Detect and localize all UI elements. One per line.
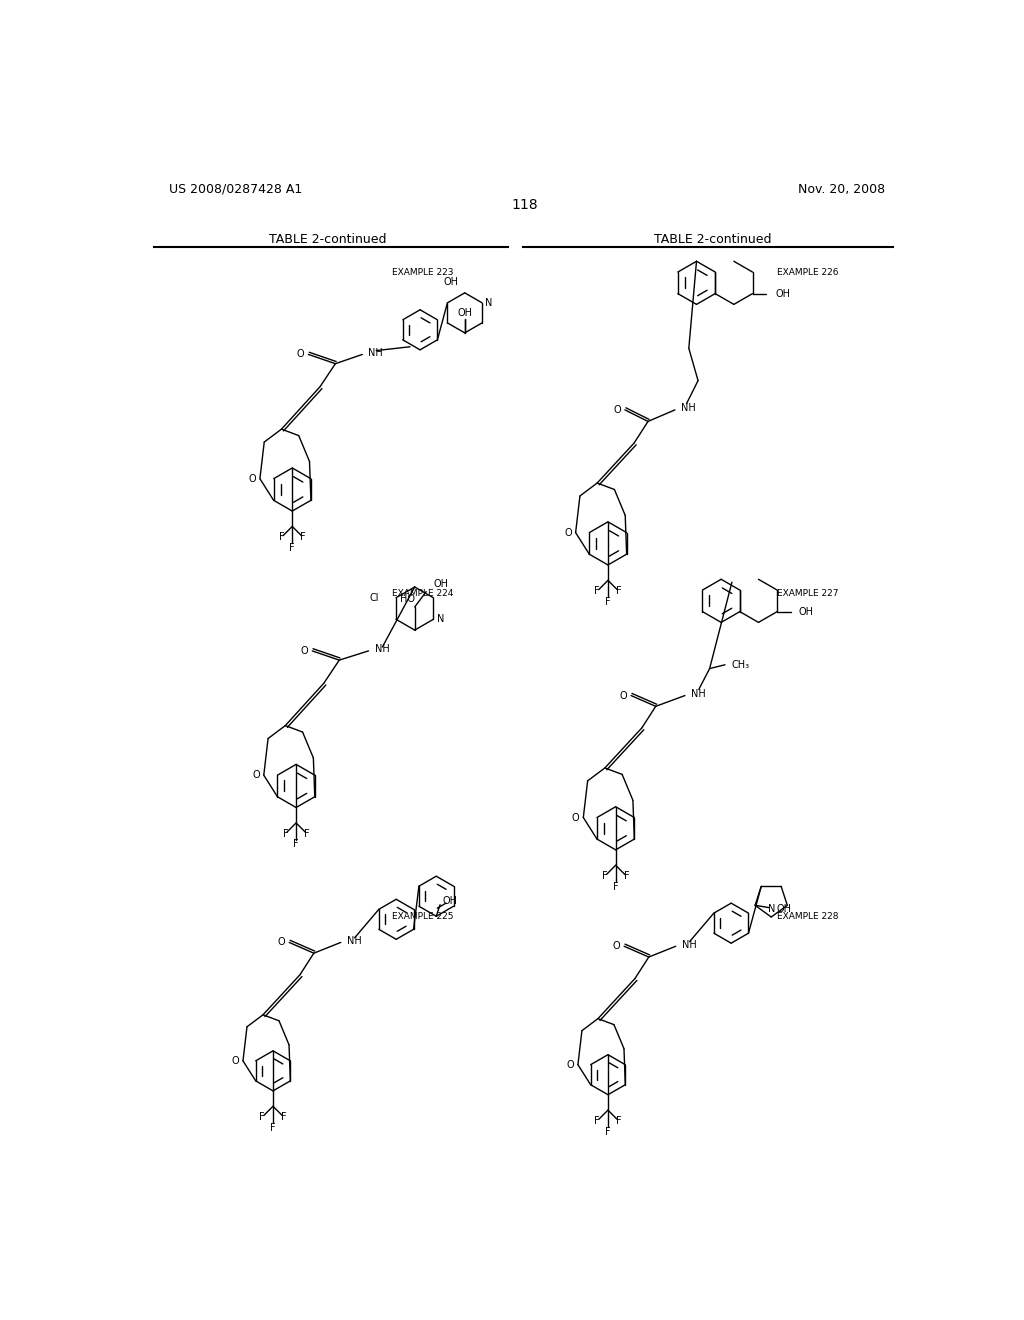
Text: OH: OH [799, 607, 814, 616]
Text: NH: NH [682, 940, 696, 949]
Text: O: O [301, 645, 308, 656]
Text: CH₃: CH₃ [731, 660, 750, 669]
Text: N: N [768, 904, 775, 915]
Text: F: F [615, 586, 622, 597]
Text: NH: NH [369, 348, 383, 358]
Text: EXAMPLE 227: EXAMPLE 227 [777, 589, 839, 598]
Text: EXAMPLE 228: EXAMPLE 228 [777, 912, 839, 921]
Text: F: F [605, 597, 610, 607]
Text: TABLE 2-continued: TABLE 2-continued [269, 232, 386, 246]
Text: O: O [620, 690, 627, 701]
Text: OH: OH [776, 904, 792, 915]
Text: Cl: Cl [370, 593, 379, 603]
Text: EXAMPLE 223: EXAMPLE 223 [392, 268, 454, 277]
Text: EXAMPLE 226: EXAMPLE 226 [777, 268, 839, 277]
Text: EXAMPLE 225: EXAMPLE 225 [392, 912, 454, 921]
Text: F: F [259, 1111, 265, 1122]
Text: F: F [290, 543, 295, 553]
Text: F: F [594, 1115, 600, 1126]
Text: OH: OH [442, 896, 458, 906]
Text: HO: HO [399, 594, 415, 605]
Text: F: F [594, 586, 600, 597]
Text: O: O [564, 528, 571, 537]
Text: O: O [612, 941, 621, 952]
Text: O: O [249, 474, 256, 483]
Text: O: O [231, 1056, 239, 1065]
Text: F: F [602, 871, 607, 880]
Text: 118: 118 [511, 198, 539, 211]
Text: F: F [304, 829, 309, 838]
Text: F: F [283, 829, 288, 838]
Text: OH: OH [443, 277, 459, 286]
Text: Nov. 20, 2008: Nov. 20, 2008 [798, 182, 885, 195]
Text: O: O [252, 770, 260, 780]
Text: F: F [624, 871, 630, 880]
Text: O: O [566, 1060, 574, 1069]
Text: OH: OH [458, 308, 472, 318]
Text: OH: OH [434, 579, 449, 589]
Text: NH: NH [681, 404, 696, 413]
Text: F: F [300, 532, 306, 543]
Text: O: O [278, 937, 286, 948]
Text: EXAMPLE 224: EXAMPLE 224 [392, 589, 454, 598]
Text: US 2008/0287428 A1: US 2008/0287428 A1 [169, 182, 302, 195]
Text: OH: OH [775, 289, 791, 298]
Text: N: N [484, 298, 492, 308]
Text: O: O [613, 405, 621, 414]
Text: F: F [612, 882, 618, 892]
Text: F: F [279, 532, 285, 543]
Text: N: N [437, 614, 444, 624]
Text: F: F [281, 1111, 287, 1122]
Text: TABLE 2-continued: TABLE 2-continued [654, 232, 771, 246]
Text: F: F [293, 840, 299, 850]
Text: O: O [297, 350, 304, 359]
Text: F: F [270, 1123, 275, 1133]
Text: NH: NH [691, 689, 706, 700]
Text: O: O [571, 813, 580, 822]
Text: NH: NH [347, 936, 361, 946]
Text: NH: NH [375, 644, 389, 655]
Text: F: F [605, 1127, 610, 1137]
Text: F: F [615, 1115, 622, 1126]
